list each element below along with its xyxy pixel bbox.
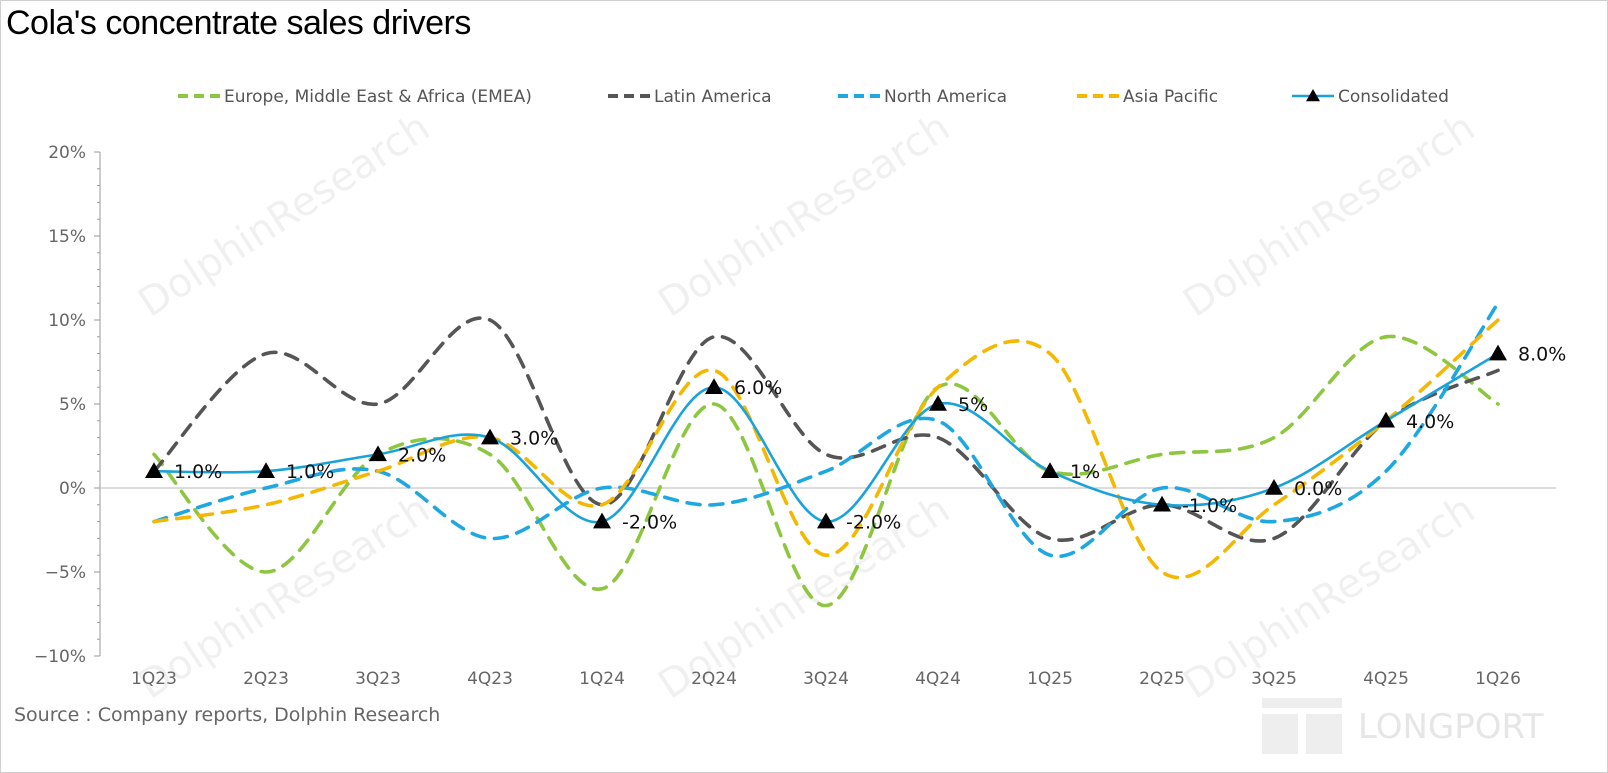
watermark-text: DolphinResearch [650, 486, 958, 700]
x-tick-label: 2Q24 [691, 669, 737, 689]
consolidated-marker [929, 395, 947, 411]
data-label: 1.0% [286, 461, 334, 483]
data-label: 2.0% [398, 444, 446, 466]
data-label: -2.0% [622, 512, 677, 534]
source-note: Source : Company reports, Dolphin Resear… [14, 704, 441, 726]
x-tick-label: 3Q23 [355, 669, 401, 689]
data-label: 4.0% [1406, 411, 1454, 433]
consolidated-marker [1153, 495, 1171, 512]
data-label: -1.0% [1182, 495, 1237, 517]
x-tick-label: 1Q25 [1027, 669, 1073, 689]
x-tick-label: 3Q25 [1251, 669, 1297, 689]
y-tick-label: 10% [48, 311, 86, 331]
consolidated-marker [481, 428, 499, 445]
consolidated-marker [1265, 479, 1283, 495]
brand-text: LONGPORT [1358, 707, 1544, 747]
data-label: 8.0% [1518, 344, 1566, 366]
x-tick-label: 4Q24 [915, 669, 961, 689]
consolidated-marker [1377, 411, 1395, 428]
chart-title: Cola's concentrate sales drivers [6, 4, 471, 42]
series-line-2 [152, 301, 1500, 559]
data-label: 0.0% [1294, 478, 1342, 500]
x-tick-label: 2Q25 [1139, 669, 1185, 689]
data-labels-layer: 1.0% 1.0% 2.0% 3.0% -2.0% 6.0% -2.0% 5% 1% -1.0% 0… [174, 344, 1566, 534]
watermark-text: DolphinResearch [650, 104, 958, 326]
series-layer [145, 301, 1507, 608]
data-label: 3.0% [510, 428, 558, 450]
legend-label: North America [884, 87, 1007, 107]
data-label: 1% [1070, 461, 1100, 483]
consolidated-marker [1041, 462, 1059, 478]
series-line-1 [152, 316, 1500, 543]
x-tick-label: 3Q24 [803, 669, 849, 689]
consolidated-marker [145, 462, 163, 478]
x-tick-label: 1Q26 [1475, 669, 1521, 689]
consolidated-marker [817, 512, 835, 529]
watermark-text: DolphinResearch [1175, 104, 1483, 326]
data-label: -2.0% [846, 512, 901, 534]
legend-marker [1306, 89, 1320, 102]
legend-label: Asia Pacific [1123, 87, 1218, 107]
y-tick-label: −10% [34, 647, 86, 667]
y-tick-label: 0% [59, 479, 86, 499]
data-label: 6.0% [734, 377, 782, 399]
x-tick-label: 4Q23 [467, 669, 513, 689]
legend-label: Consolidated [1338, 87, 1449, 107]
x-tick-label: 2Q23 [243, 669, 289, 689]
y-tick-label: 20% [48, 143, 86, 163]
y-tick-label: −5% [45, 563, 86, 583]
data-label: 1.0% [174, 461, 222, 483]
consolidated-marker [257, 462, 275, 478]
consolidated-marker [1489, 344, 1507, 361]
legend-label: Europe, Middle East & Africa (EMEA) [224, 87, 532, 107]
consolidated-marker [593, 512, 611, 529]
series-line-3 [152, 318, 1500, 580]
longport-logo: LONGPORT [1262, 698, 1544, 754]
watermark-text: DolphinResearch [130, 104, 438, 326]
chart-legend: Europe, Middle East & Africa (EMEA) Latin… [178, 87, 1449, 107]
x-tick-label: 1Q23 [131, 669, 177, 689]
consolidated-marker [369, 445, 387, 462]
y-tick-label: 15% [48, 227, 86, 247]
x-tick-label: 4Q25 [1363, 669, 1409, 689]
y-tick-label: 5% [59, 395, 86, 415]
legend-label: Latin America [654, 87, 772, 107]
data-label: 5% [958, 394, 988, 416]
chart-axes: −10% −5% 0% 5% 10% 15% 20% 1Q23 2Q23 3Q23 4Q23 1Q24… [34, 143, 1556, 689]
x-tick-label: 1Q24 [579, 669, 625, 689]
line-chart: DolphinResearch DolphinResearch DolphinRes… [34, 87, 1566, 700]
consolidated-marker [705, 378, 723, 394]
watermark-text: DolphinResearch [1175, 486, 1483, 700]
watermark-layer: DolphinResearch DolphinResearch DolphinRes… [130, 104, 1483, 700]
